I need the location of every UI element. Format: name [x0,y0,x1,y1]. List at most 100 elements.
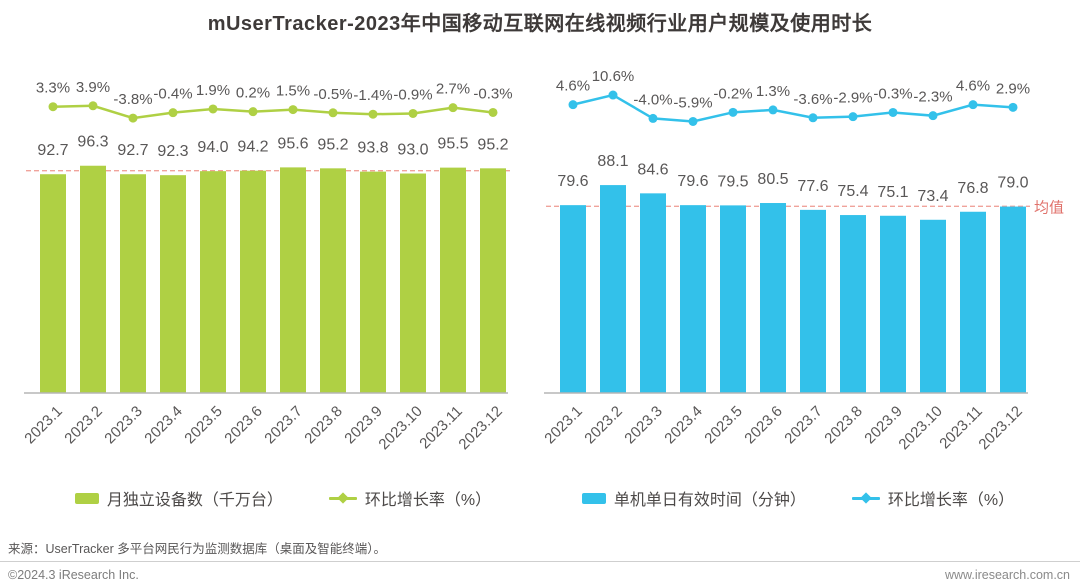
bar [960,211,986,393]
bar-value-label: 75.1 [877,184,908,201]
growth-rate-label: -0.4% [153,86,192,103]
bar [280,167,306,393]
growth-point [968,100,978,110]
growth-point [408,108,418,118]
growth-point [648,113,658,123]
legend-label-growth-right: 环比增长率（%） [887,492,1015,509]
growth-rate-label: -3.8% [113,91,152,108]
bar [880,215,906,393]
bar-value-label: 94.0 [197,139,228,156]
legend-left: 月独立设备数（千万台） 环比增长率（%） [28,486,538,510]
bar [80,165,106,393]
x-axis-label: 2023.4 [661,403,705,447]
growth-rate-label: 2.7% [436,81,470,98]
legend-label-growth-left: 环比增长率（%） [364,492,492,509]
x-axis-label: 2023.3 [621,403,665,447]
legend-item-duration: 单机单日有效时间（分钟） [581,486,806,510]
growth-rate-label: 4.6% [956,78,990,95]
growth-point [448,103,458,113]
growth-rate-label: 1.3% [756,83,790,100]
line-marker-icon [328,492,357,504]
bar-value-label: 80.5 [757,171,788,188]
bar-value-label: 79.0 [997,175,1028,192]
growth-rate-label: -0.5% [313,86,352,103]
bar [120,174,146,393]
bar-value-label: 93.8 [357,140,388,157]
growth-rate-label: 4.6% [556,78,590,95]
growth-rate-label: -3.6% [793,91,832,108]
x-axis-label: 2023.2 [61,403,105,447]
bar [1000,206,1026,393]
bar [800,209,826,393]
growth-point [608,90,618,100]
mean-label: 均值 [1034,199,1064,216]
growth-point [1008,102,1018,112]
growth-rate-label: 3.9% [76,79,110,96]
x-axis-label: 2023.5 [181,403,225,447]
growth-line [572,93,1014,123]
x-axis-label: 2023.5 [701,403,745,447]
growth-rate-label: 2.9% [996,80,1030,97]
bar-swatch-icon [581,492,606,504]
bar-value-label: 88.1 [597,153,628,170]
website-link[interactable]: www.iresearch.com.cn [944,568,1070,582]
growth-rate-label: -4.0% [633,91,672,108]
legend-right: 单机单日有效时间（分钟） 环比增长率（%） [548,486,1048,510]
growth-point [928,111,938,121]
growth-point [688,116,698,126]
growth-rate-label: 1.5% [276,83,310,100]
bar-value-label: 92.7 [37,142,68,159]
x-axis-label: 2023.12 [975,403,1025,453]
legend-row: 月独立设备数（千万台） 环比增长率（%） 单机单日有效时间（分钟） 环 [0,486,1080,512]
growth-rate-label: -0.3% [473,85,512,102]
legend-label-duration: 单机单日有效时间（分钟） [613,492,806,509]
bar [360,171,386,393]
x-axis-label: 2023.4 [141,403,185,447]
growth-point [328,108,338,118]
bar-value-label: 93.0 [397,142,428,159]
bar [640,193,666,393]
growth-point [248,107,258,117]
bar [200,171,226,393]
bar [720,205,746,393]
growth-rate-label: -0.3% [873,85,912,102]
x-axis-label: 2023.7 [261,403,305,447]
growth-point [768,105,778,115]
x-axis-label: 2023.3 [101,403,145,447]
page-title: mUserTracker-2023年中国移动互联网在线视频行业用户规模及使用时长 [207,13,873,35]
growth-point [288,105,298,115]
source-note: 来源：UserTracker 多平台网民行为监测数据库（桌面及智能终端）。 [8,542,387,556]
growth-rate-label: 3.3% [36,80,70,97]
bar-value-label: 76.8 [957,180,988,197]
bar-value-label: 94.2 [237,139,268,156]
bar-value-label: 92.3 [157,143,188,160]
growth-point [488,107,498,117]
line-marker-icon [851,492,880,504]
bar-swatch-icon [74,492,99,504]
growth-point [168,108,178,118]
bar [560,205,586,393]
bar [600,185,626,393]
bar [240,170,266,393]
chart-svg: 92.7 96.3 92.7 92.3 94.0 94.2 95.6 95.2 93.8 93.0… [21,79,512,453]
bar [400,173,426,393]
bar [480,168,506,393]
legend-item-devices: 月独立设备数（千万台） [74,486,283,510]
bar-value-label: 73.4 [917,188,948,205]
legend-label-devices: 月独立设备数（千万台） [106,492,283,509]
x-axis-label: 2023.1 [541,403,585,447]
chart-devices-panel: 92.7 96.3 92.7 92.3 94.0 94.2 95.6 95.2 93.8 93.0… [21,58,560,460]
growth-rate-label: 10.6% [592,68,635,85]
legend-item-growth-left: 环比增长率（%） [328,486,492,510]
bar-value-label: 79.5 [717,173,748,190]
growth-rate-label: 0.2% [236,85,270,102]
x-axis-label: 2023.6 [741,403,785,447]
x-axis-label: 2023.10 [895,403,945,453]
growth-rate-label: -2.3% [913,89,952,106]
bar-value-label: 95.5 [437,136,468,153]
growth-rate-label: -1.4% [353,87,392,104]
legend-item-growth-right: 环比增长率（%） [851,486,1015,510]
growth-point [368,109,378,119]
bar [840,215,866,393]
